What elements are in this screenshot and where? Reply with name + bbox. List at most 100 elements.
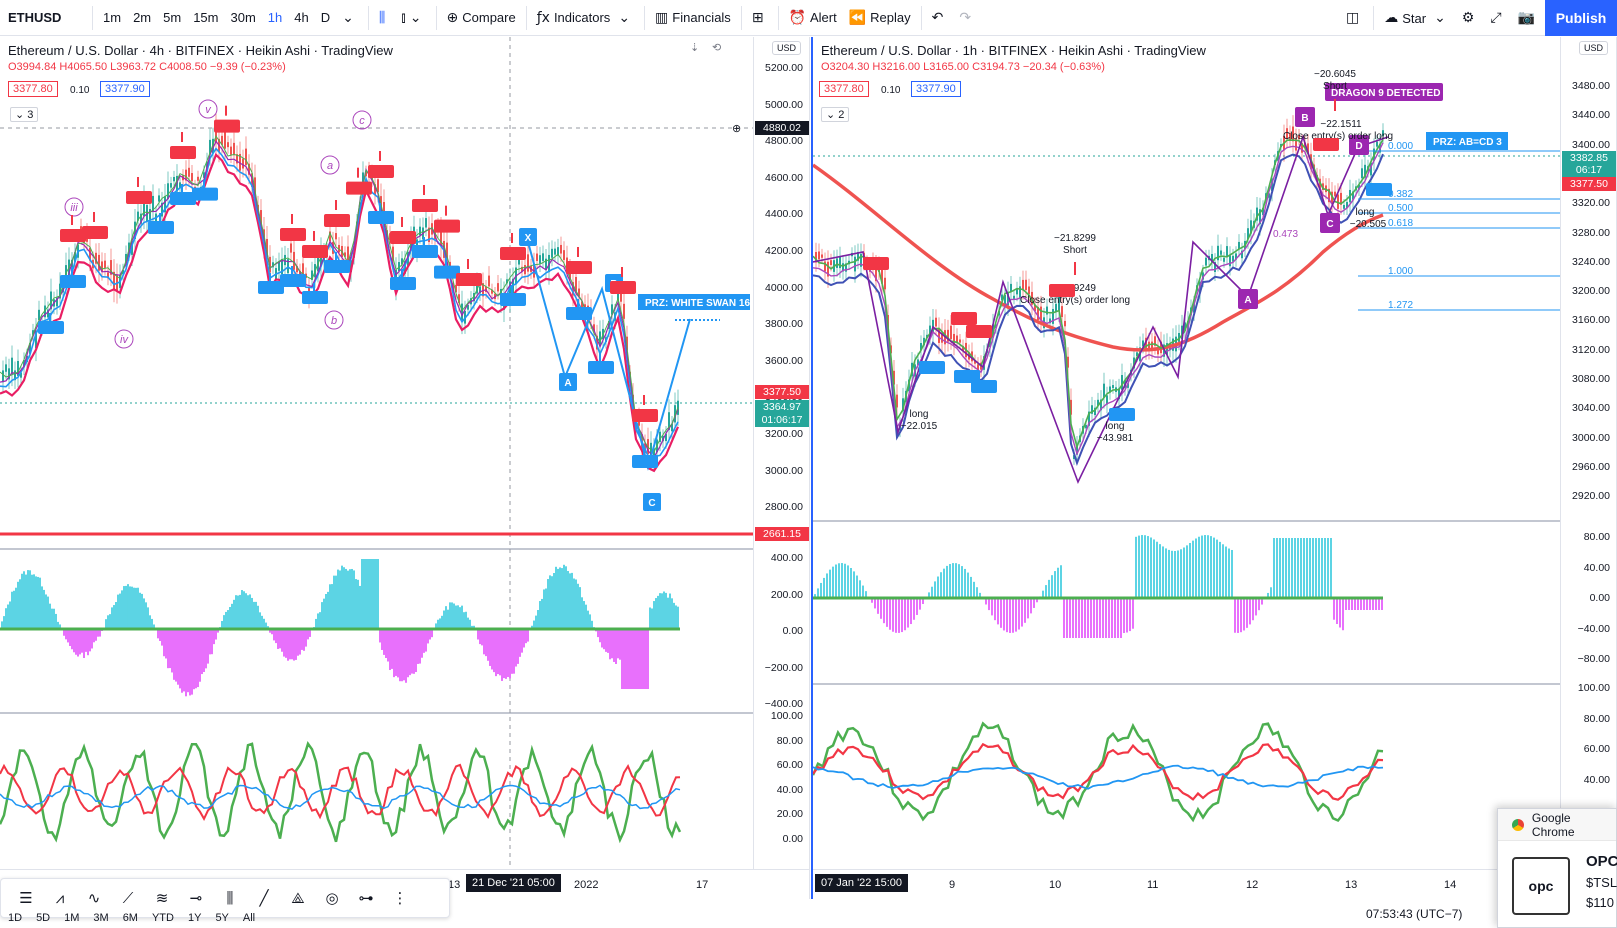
publish-button[interactable]: Publish (1545, 0, 1617, 36)
range-5y[interactable]: 5Y (215, 912, 229, 924)
trend-tool-button[interactable]: ⟋ (113, 883, 143, 913)
fullscreen-button[interactable]: ⤢ (1484, 0, 1511, 36)
redo-button[interactable]: ↷ (953, 0, 981, 36)
forecast-tool-button[interactable]: ⊶ (351, 883, 381, 913)
range-1d[interactable]: 1D (8, 912, 23, 924)
candle (479, 286, 481, 294)
right-price-tick: 3240.00 (1572, 255, 1610, 268)
range-1y[interactable]: 1Y (187, 912, 202, 924)
timeframe-30m[interactable]: 30m (230, 10, 256, 25)
chart-type-button[interactable]: ⫾ ⌄ (395, 0, 431, 36)
left-buy-price-button[interactable]: 3377.90 (100, 81, 150, 97)
wave-tool-button[interactable]: ∿ (79, 883, 109, 913)
right-chart-panel[interactable]: 0.000 0.382 0.500 0.618 1.000 1.272 0.473 A B C D D… (811, 37, 1617, 899)
templates-button[interactable]: ⊞ (746, 0, 774, 36)
fib-tool-button[interactable]: ≋ (147, 883, 177, 913)
buy-signal-marker (954, 370, 980, 383)
plus-circle-icon: ⊕ (446, 9, 459, 26)
replay-button[interactable]: ⏪ Replay (843, 0, 917, 36)
left-chart-title[interactable]: Ethereum / U.S. Dollar · 4h · BITFINEX ·… (8, 43, 393, 58)
cycle-tool-button[interactable]: ◎ (317, 883, 347, 913)
bar-style-button[interactable]: ⫼ (373, 0, 395, 36)
candle (149, 208, 151, 220)
candle (239, 153, 241, 171)
pattern-tool-button[interactable]: ⩘ (45, 883, 75, 913)
timeframe-D[interactable]: D (320, 10, 331, 25)
candle (1376, 141, 1378, 147)
timeframe-5m[interactable]: 5m (163, 10, 182, 25)
financials-button[interactable]: ▥ Financials (649, 0, 737, 36)
snapshot-button[interactable]: 📷 (1512, 0, 1545, 36)
candle (428, 227, 430, 243)
candle (212, 138, 214, 154)
symbol-search[interactable]: ETHUSD (8, 10, 62, 25)
timeframe-15m[interactable]: 15m (193, 10, 219, 25)
candle (59, 283, 61, 299)
range-all[interactable]: All (242, 912, 256, 924)
candle (542, 253, 544, 261)
right-indicators-toggle[interactable]: ⌄ 2 (821, 107, 850, 122)
layout-button[interactable]: ◫ (1340, 0, 1369, 36)
right-price-axis[interactable]: USD 3480.003440.003400.003360.003320.003… (1560, 37, 1616, 869)
timeframe-4h[interactable]: 4h (294, 10, 309, 25)
range-5d[interactable]: 5D (36, 912, 51, 924)
candle (650, 442, 652, 458)
ray-tool-button[interactable]: ╱ (249, 883, 279, 913)
projection-tool-button[interactable]: ⋮ (385, 883, 415, 913)
chrome-notification[interactable]: Google Chrome opc OPC $TSL $110 (1497, 808, 1617, 928)
candle (1103, 383, 1105, 398)
line-tool-button[interactable]: ☰ (11, 883, 41, 913)
timeframe-1h[interactable]: 1h (267, 10, 283, 25)
candle (56, 297, 58, 307)
range-6m[interactable]: 6M (122, 912, 138, 924)
candle (302, 263, 304, 275)
range-3m[interactable]: 3M (93, 912, 109, 924)
left-indicators-toggle[interactable]: ⌄ 3 (10, 107, 39, 122)
clock-display[interactable]: 07:53:43 (UTC−7) (1366, 907, 1463, 921)
range-tool-button[interactable]: ⫼ (215, 883, 245, 913)
alert-button[interactable]: ⏰ Alert (783, 0, 843, 36)
sell-signal-marker (434, 219, 460, 233)
chevron-down-icon: ⌄ (618, 9, 631, 26)
divider (777, 5, 779, 30)
right-buy-price-button[interactable]: 3377.90 (911, 81, 961, 97)
indicators-button[interactable]: ƒx Indicators ⌄ (531, 0, 640, 36)
left-price-axis[interactable]: USD 5200.00 5000.00 4800.00 4600.00 4400.00 4… (753, 37, 809, 869)
left-currency-button[interactable]: USD (771, 41, 801, 55)
projection-icon: ⋮ (392, 889, 408, 907)
candle (902, 398, 904, 412)
candle (659, 431, 661, 442)
compare-button[interactable]: ⊕ Compare (441, 0, 522, 36)
forecast-icon: ⊶ (358, 889, 374, 907)
left-high: H4065.50 (59, 61, 108, 73)
range-ytd[interactable]: YTD (151, 912, 174, 924)
undo-button[interactable]: ↶ (926, 0, 954, 36)
xabcd-tool-button[interactable]: ⟁ (283, 883, 313, 913)
candle (599, 331, 601, 346)
range-1m[interactable]: 1M (64, 912, 80, 924)
timeframe-1m[interactable]: 1m (103, 10, 122, 25)
measure-tool-button[interactable]: ⊸ (181, 883, 211, 913)
candle (1193, 304, 1195, 313)
left-sell-price-button[interactable]: 3377.80 (8, 81, 58, 97)
candle (1145, 337, 1147, 350)
right-price-tick: 3120.00 (1572, 343, 1610, 356)
left-osc2-tick: 100.00 (770, 710, 803, 722)
candle (296, 266, 298, 273)
right-currency-button[interactable]: USD (1578, 41, 1608, 55)
right-sell-price-button[interactable]: 3377.80 (819, 81, 869, 97)
save-layout-button[interactable]: ☁ Star ⌄ (1378, 0, 1456, 36)
right-chart-canvas[interactable]: 0.000 0.382 0.500 0.618 1.000 1.272 0.473 A B C D D… (813, 37, 1561, 869)
candle (224, 132, 226, 149)
time-tick: 13 (448, 879, 461, 891)
right-chart-title[interactable]: Ethereum / U.S. Dollar · 1h · BITFINEX ·… (821, 43, 1206, 58)
right-time-axis[interactable]: 07 Jan '22 15:00 9 10 11 12 13 14 (813, 869, 1616, 899)
settings-button[interactable]: ⚙ (1456, 0, 1485, 36)
candle (1088, 411, 1090, 426)
timeframe-dropdown[interactable]: ⌄ (336, 0, 364, 36)
sell-signal-marker (566, 261, 592, 274)
candle (830, 260, 832, 265)
timeframe-2m[interactable]: 2m (133, 10, 152, 25)
